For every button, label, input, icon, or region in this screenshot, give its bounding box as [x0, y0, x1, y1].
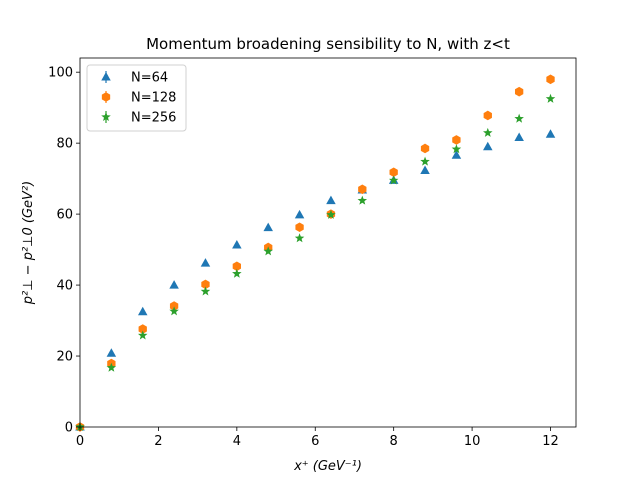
data-point [232, 239, 242, 249]
y-axis-label: p²⊥ − p²⊥0 (GeV²) [21, 181, 36, 305]
x-tick-label: 4 [233, 434, 241, 449]
data-point [263, 222, 273, 232]
data-point [514, 113, 524, 123]
data-point [546, 74, 555, 85]
x-tick-label: 6 [311, 434, 319, 449]
legend: N=64 N=128 N=256 [86, 64, 187, 132]
data-point [106, 362, 117, 372]
x-tick-label: 2 [154, 434, 162, 449]
legend-label: N=128 [131, 91, 176, 106]
data-point [483, 141, 493, 151]
chart-title: Momentum broadening sensibility to N, wi… [146, 35, 510, 53]
x-tick-label: 0 [76, 434, 84, 449]
series-3 [75, 93, 556, 432]
data-point [514, 86, 524, 97]
data-point [483, 127, 493, 137]
data-point [169, 306, 179, 316]
data-point [138, 324, 147, 334]
legend-label: N=256 [131, 111, 176, 126]
x-tick-label: 8 [390, 434, 398, 449]
axes: 0 2 4 6 8 10 12 0 20 40 60 80 100 x⁺ (GeV⁻¹) p²⊥ − p²⊥… [21, 57, 577, 474]
data-point [169, 280, 179, 289]
data-point [420, 143, 430, 154]
series-1 [75, 129, 556, 431]
data-point [232, 261, 241, 272]
data-point [514, 132, 524, 141]
data-point [451, 144, 462, 154]
legend-entry: N=64 [101, 71, 168, 86]
legend-label: N=64 [131, 71, 168, 86]
plot-area [75, 74, 556, 432]
data-point [137, 330, 148, 340]
data-point [294, 233, 305, 243]
x-tick-label: 12 [542, 434, 559, 449]
data-point [200, 286, 211, 296]
y-tick-label: 60 [56, 208, 73, 223]
data-point [169, 301, 179, 311]
data-point [545, 93, 556, 103]
data-point [294, 209, 305, 219]
data-point [420, 165, 430, 174]
y-tick-label: 20 [56, 350, 73, 365]
data-point [295, 222, 304, 233]
data-point [483, 110, 492, 121]
legend-marker [101, 92, 111, 102]
data-point [326, 209, 336, 219]
data-point [106, 348, 117, 357]
data-point [201, 279, 210, 290]
x-axis-label: x⁺ (GeV⁻¹) [293, 459, 362, 474]
data-point [545, 129, 556, 138]
data-point [137, 306, 148, 316]
data-point [358, 184, 367, 195]
plot-frame [79, 57, 577, 428]
legend-entry: N=256 [101, 111, 176, 126]
data-point [357, 195, 368, 205]
legend-box [86, 64, 187, 132]
data-point [232, 268, 242, 278]
data-point [388, 175, 399, 185]
y-tick-label: 0 [65, 421, 73, 436]
legend-marker [101, 72, 111, 81]
y-tick-label: 100 [48, 66, 73, 81]
legend-entry: N=128 [101, 91, 176, 106]
data-point [263, 246, 273, 256]
y-tick-label: 40 [56, 279, 73, 294]
data-point [452, 135, 461, 145]
y-tick-label: 80 [56, 137, 73, 152]
data-point [389, 167, 398, 178]
x-tick-label: 10 [464, 434, 481, 449]
data-point [326, 195, 336, 205]
data-point [451, 150, 462, 159]
data-point [420, 156, 430, 166]
data-point [200, 258, 211, 267]
legend-marker [101, 112, 111, 122]
